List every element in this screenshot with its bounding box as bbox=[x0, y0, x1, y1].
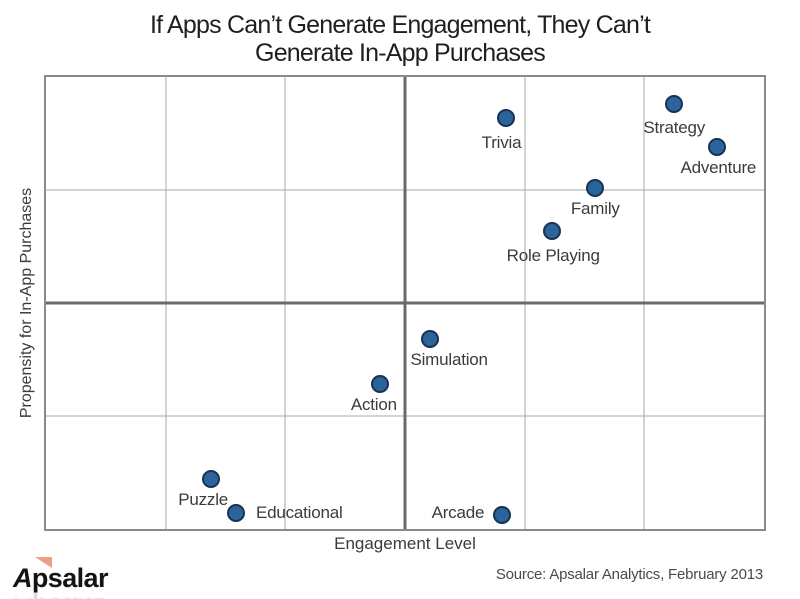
data-point-family bbox=[586, 178, 605, 197]
chart-title-line-1: If Apps Can’t Generate Engagement, They … bbox=[150, 11, 651, 39]
point-label-family: Family bbox=[570, 198, 620, 218]
apsalar-logo: Apsalar bbox=[13, 557, 109, 593]
data-point-arcade bbox=[492, 506, 511, 525]
point-label-educational: Educational bbox=[255, 503, 343, 523]
plot-area: Trivia Strategy Adventure Family Role Playin… bbox=[44, 75, 766, 531]
chart-title-line-2: Generate In-App Purchases bbox=[255, 39, 546, 67]
y-axis-label: Propensity for In-App Purchases bbox=[18, 187, 35, 419]
data-point-trivia bbox=[496, 108, 515, 127]
point-label-strategy: Strategy bbox=[643, 118, 706, 138]
data-point-action bbox=[370, 375, 389, 394]
point-label-simulation: Simulation bbox=[410, 350, 488, 370]
data-point-educational bbox=[227, 504, 246, 523]
logo-text-rest: psalar bbox=[31, 563, 109, 593]
data-point-simulation bbox=[421, 330, 440, 349]
data-point-strategy bbox=[665, 95, 684, 114]
logo-reflection: Apsalar bbox=[13, 592, 133, 599]
quadrant-divider-horizontal bbox=[46, 301, 764, 305]
point-label-trivia: Trivia bbox=[481, 132, 522, 152]
data-point-role-playing bbox=[543, 221, 562, 240]
logo-accent-triangle-icon bbox=[35, 557, 52, 568]
point-label-adventure: Adventure bbox=[680, 158, 757, 178]
source-attribution: Source: Apsalar Analytics, February 2013 bbox=[495, 566, 763, 583]
point-label-role-playing: Role Playing bbox=[506, 245, 600, 265]
chart-title: If Apps Can’t Generate Engagement, They … bbox=[0, 11, 800, 67]
logo-reflection-text: Apsalar bbox=[13, 592, 133, 599]
data-point-adventure bbox=[708, 138, 727, 157]
point-label-puzzle: Puzzle bbox=[178, 490, 229, 510]
x-axis-label: Engagement Level bbox=[334, 534, 476, 553]
point-label-action: Action bbox=[350, 395, 397, 415]
data-point-puzzle bbox=[202, 470, 221, 489]
point-label-arcade: Arcade bbox=[431, 503, 485, 523]
logo-letter-a: A bbox=[13, 563, 33, 593]
